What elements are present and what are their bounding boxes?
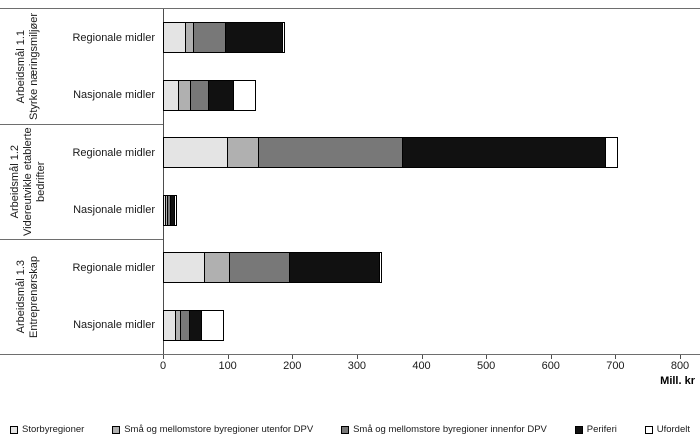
legend-swatch <box>112 425 121 434</box>
x-tick-mark <box>680 355 681 359</box>
bar-track <box>163 252 680 284</box>
group-bars: Regionale midler Nasjonale midler <box>56 9 700 124</box>
x-tick-mark <box>550 355 552 359</box>
x-tick-label: 700 <box>606 360 625 372</box>
group-label-column: Arbeidsmål 1.1 Styrke næringsmiljøer <box>0 9 56 124</box>
bar-row: Nasjonale midler <box>56 297 700 355</box>
x-axis-ticks: 0 100 200 300 400 500 600 700 800 <box>159 355 689 375</box>
bar-row: Regionale midler <box>56 124 700 182</box>
arbeidsmaal-group-row: Arbeidsmål 1.2 Videreutvikle etablerte be… <box>0 124 700 239</box>
x-tick-label: 400 <box>412 360 431 372</box>
category-label: Nasjonale midler <box>73 89 155 102</box>
bar-segment-5 <box>378 252 382 284</box>
group-bars: Regionale midler Nasjonale midler <box>56 239 700 354</box>
bar-segment-2 <box>226 137 259 169</box>
category-label: Regionale midler <box>72 261 155 274</box>
legend-label: Små og mellomstore byregioner innenfor D… <box>353 424 547 435</box>
bar-segment-5 <box>281 22 285 54</box>
category-label: Regionale midler <box>72 31 155 44</box>
chart-legend: Storbyregioner Små og mellomstore byregio… <box>0 424 700 435</box>
arbeidsmaal-group-row: Arbeidsmål 1.1 Styrke næringsmiljøer Regio… <box>0 9 700 124</box>
bar-track <box>163 22 680 54</box>
group-label-line1: Arbeidsmål 1.2 <box>8 144 21 219</box>
bar-segment-4 <box>224 22 283 54</box>
bar-segment-3 <box>257 137 404 169</box>
x-tick-label: 0 <box>159 360 167 372</box>
bar-segment-1 <box>163 252 205 284</box>
chart-plot-region: Arbeidsmål 1.1 Styrke næringsmiljøer Regio… <box>0 8 700 355</box>
x-tick-mark <box>421 355 423 359</box>
category-label: Nasjonale midler <box>73 204 155 217</box>
group-label-column: Arbeidsmål 1.3 Entreprenørskap <box>0 239 56 354</box>
group-label-line2: Videreutvikle etablerte bedrifter <box>21 127 47 236</box>
x-tick-label: 200 <box>283 360 302 372</box>
x-axis-title: Mill. kr <box>660 375 695 387</box>
legend-item: Små og mellomstore byregioner innenfor D… <box>341 424 547 435</box>
x-tick-label: 100 <box>218 360 237 372</box>
bar-segment-1 <box>163 22 186 54</box>
legend-swatch <box>341 425 350 434</box>
x-tick-label: 800 <box>670 360 690 372</box>
legend-swatch <box>10 425 18 434</box>
legend-label: Storbyregioner <box>22 424 85 435</box>
bar-segment-5 <box>604 137 618 169</box>
bar-segment-5 <box>233 79 256 111</box>
x-tick-mark <box>486 355 488 359</box>
bar-segment-1 <box>163 137 228 169</box>
legend-swatch <box>574 425 583 434</box>
x-tick-mark <box>356 355 358 359</box>
bar-track <box>163 79 680 111</box>
legend-item: Storbyregioner <box>10 424 84 435</box>
bar-row: Nasjonale midler <box>56 67 700 125</box>
bar-segment-5 <box>173 194 178 226</box>
x-tick-label: 300 <box>347 360 367 372</box>
bar-segment-4 <box>402 137 606 169</box>
group-label-line1: Arbeidsmål 1.3 <box>15 259 27 334</box>
legend-item: Ufordelt <box>644 424 690 435</box>
group-label-column: Arbeidsmål 1.2 Videreutvikle etablerte be… <box>0 124 56 239</box>
legend-label: Periferi <box>586 424 617 435</box>
bar-segment-3 <box>228 252 291 284</box>
x-tick-mark <box>163 355 164 359</box>
legend-item: Små og mellomstore byregioner utenfor DP… <box>112 424 313 435</box>
category-label: Nasjonale midler <box>73 319 155 332</box>
x-tick-label: 600 <box>541 360 560 372</box>
bar-segment-4 <box>208 79 235 111</box>
group-label-line2: Styrke næringsmiljøer <box>28 13 40 120</box>
category-label: Regionale midler <box>72 146 155 159</box>
legend-item: Periferi <box>574 424 617 435</box>
bar-segment-5 <box>200 309 224 341</box>
group-separator-line <box>0 239 163 240</box>
arbeidsmaal-group-row: Arbeidsmål 1.3 Entreprenørskap Regionale m… <box>0 239 700 354</box>
legend-label: Små og mellomstore byregioner utenfor DP… <box>124 424 314 435</box>
group-bars: Regionale midler Nasjonale midler <box>56 124 700 239</box>
bar-row: Nasjonale midler <box>56 182 700 240</box>
bar-segment-1 <box>163 79 180 111</box>
x-tick-mark <box>292 355 294 359</box>
bar-segment-3 <box>193 22 226 54</box>
legend-label: Ufordelt <box>656 424 690 435</box>
x-tick-mark <box>615 355 617 359</box>
bar-track <box>163 194 680 226</box>
x-tick-mark <box>227 355 229 359</box>
y-axis-line <box>163 9 164 354</box>
group-label-line1: Arbeidsmål 1.1 <box>15 29 27 104</box>
bar-segment-3 <box>190 79 210 111</box>
bar-segment-4 <box>289 252 380 284</box>
group-separator-line <box>0 124 163 125</box>
x-tick-label: 500 <box>476 360 496 372</box>
legend-swatch <box>644 425 653 434</box>
bar-row: Regionale midler <box>56 9 700 67</box>
bar-track <box>163 309 680 341</box>
group-label-line2: Entreprenørskap <box>28 255 40 338</box>
bar-track <box>163 137 680 169</box>
bar-segment-2 <box>204 252 230 284</box>
bar-row: Regionale midler <box>56 239 700 297</box>
